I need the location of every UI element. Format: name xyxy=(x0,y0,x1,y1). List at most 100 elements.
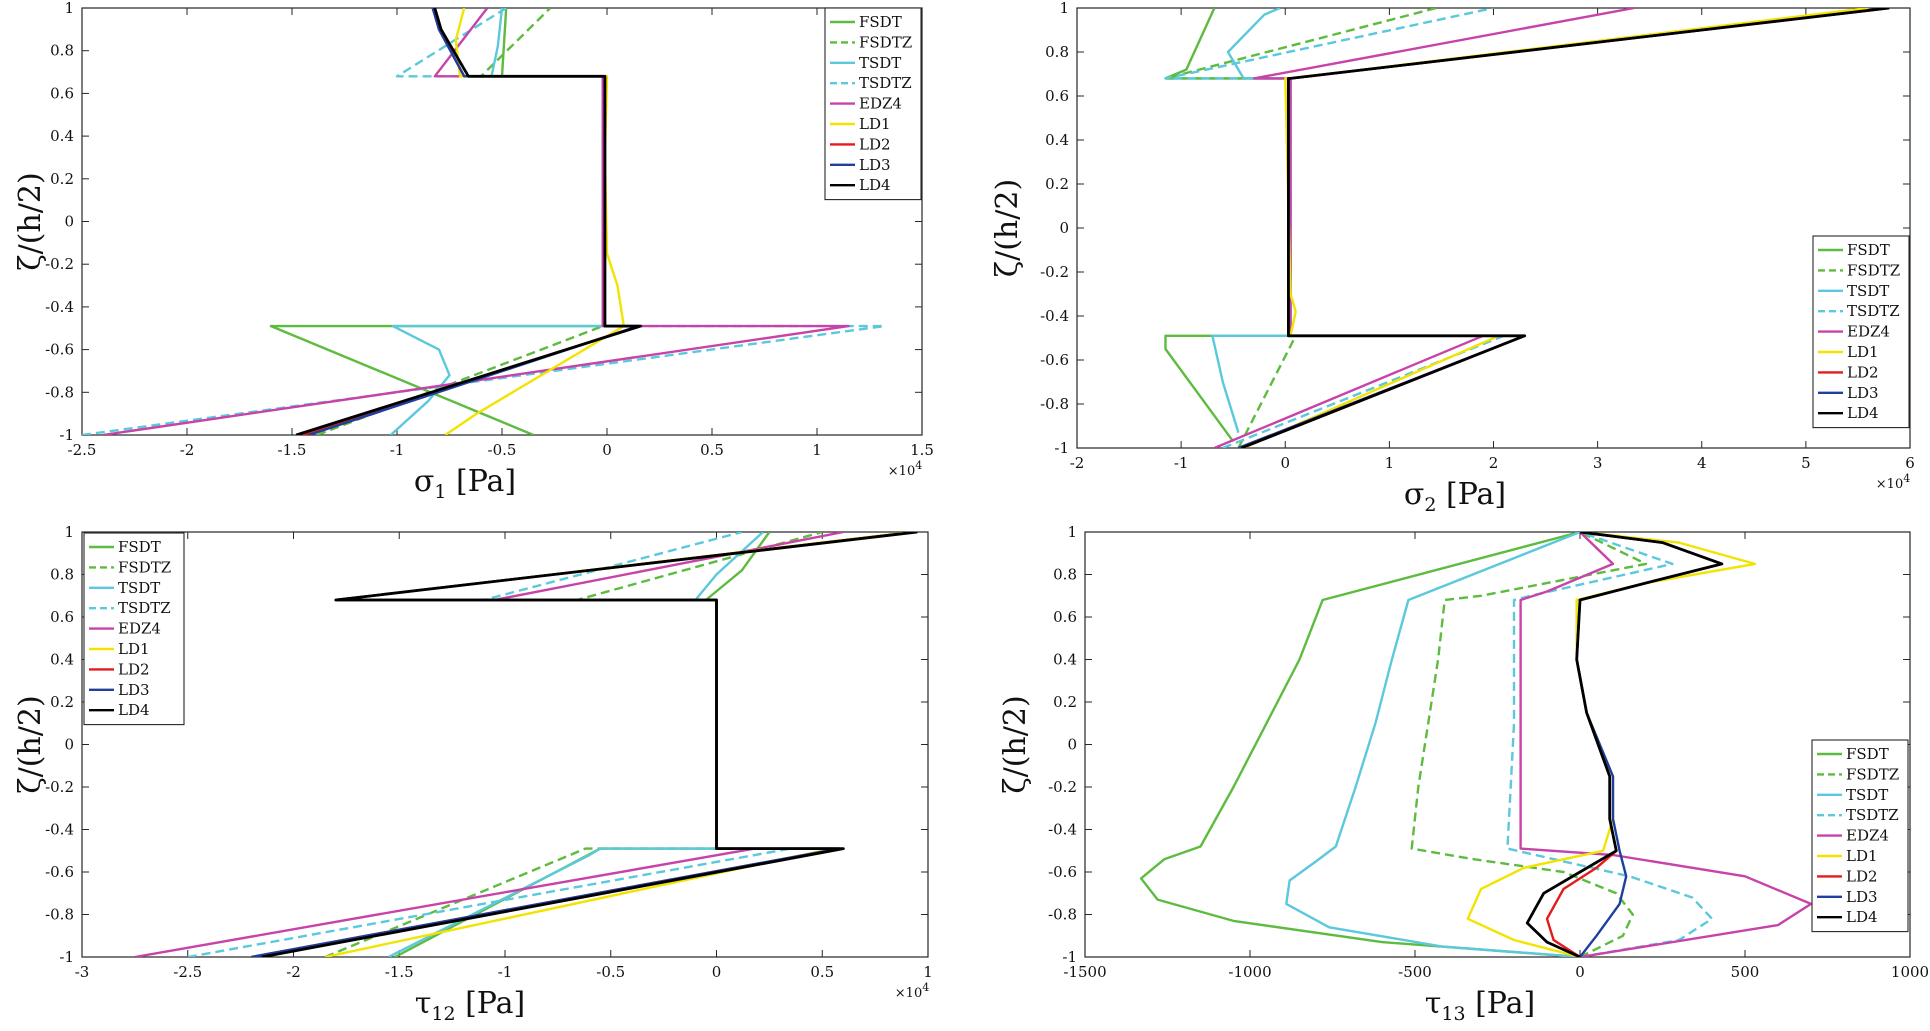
y-tick-label: -1 xyxy=(59,426,74,444)
legend-label-tsdtz: TSDTZ xyxy=(859,74,912,92)
x-tick-label: 0 xyxy=(602,441,612,459)
x-tick-label: -1 xyxy=(498,963,513,981)
y-tick-label: 0.4 xyxy=(50,127,74,145)
y-tick-label: 1 xyxy=(1067,523,1077,541)
series-line-fsdtz xyxy=(1410,532,1648,957)
y-tick-label: 1 xyxy=(64,0,74,17)
series-line-edz4 xyxy=(1213,8,1635,448)
legend-label-edz4: EDZ4 xyxy=(1847,323,1890,341)
x-tick-label: -2.5 xyxy=(173,963,202,981)
x-tick-label: 6 xyxy=(1905,454,1915,472)
x-tick-label: -0.5 xyxy=(488,441,517,459)
legend-label-tsdtz: TSDTZ xyxy=(118,599,171,617)
legend-label-fsdtz: FSDTZ xyxy=(1846,765,1899,783)
x-axis-exponent: ×104 xyxy=(888,459,922,479)
y-axis-label: ζ/(h/2) xyxy=(13,695,48,793)
x-tick-label: 0 xyxy=(1280,454,1290,472)
legend-label-ld4: LD4 xyxy=(1847,404,1879,422)
y-tick-label: -0.4 xyxy=(45,821,74,839)
x-tick-label: 0 xyxy=(712,963,722,981)
x-tick-label: -2.5 xyxy=(68,441,97,459)
x-tick-label: 1 xyxy=(812,441,822,459)
y-tick-label: -0.6 xyxy=(1040,351,1069,369)
series-line-edz4 xyxy=(1519,532,1813,957)
legend-label-ld4: LD4 xyxy=(1846,908,1878,926)
x-tick-label: -500 xyxy=(1398,963,1432,981)
y-tick-label: 0.2 xyxy=(1053,693,1077,711)
legend: FSDT FSDTZ TSDT TSDTZ EDZ4 LD1 LD2 LD3 LD4 xyxy=(824,7,922,201)
y-tick-label: -0.2 xyxy=(45,255,74,273)
y-tick-label: 0.4 xyxy=(1053,651,1077,669)
series-line-ld4 xyxy=(1525,532,1724,957)
legend-label-edz4: EDZ4 xyxy=(1846,827,1889,845)
legend: FSDT FSDTZ TSDT TSDTZ EDZ4 LD1 LD2 LD3 LD4 xyxy=(1812,235,1910,429)
legend-label-ld3: LD3 xyxy=(1846,888,1878,906)
legend: FSDT FSDTZ TSDT TSDTZ EDZ4 LD1 LD2 LD3 LD4 xyxy=(1811,739,1909,933)
y-tick-label: 0.2 xyxy=(50,170,74,188)
legend: FSDT FSDTZ TSDT TSDTZ EDZ4 LD1 LD2 LD3 LD4 xyxy=(83,532,185,726)
x-tick-label: -2 xyxy=(1070,454,1085,472)
x-tick-label: 1.5 xyxy=(910,441,934,459)
legend-label-ld2: LD2 xyxy=(1847,363,1879,381)
y-tick-label: -1 xyxy=(1054,439,1069,457)
x-axis-label: τ13 [Pa] xyxy=(1425,986,1535,1025)
x-tick-label: -1 xyxy=(1174,454,1189,472)
y-tick-label: 0.8 xyxy=(1053,566,1077,584)
x-axis-label: τ12 [Pa] xyxy=(415,986,525,1025)
x-tick-label: -1.5 xyxy=(385,963,414,981)
series-line-fsdtz xyxy=(316,8,604,435)
x-tick-label: 500 xyxy=(1731,963,1760,981)
series-line-ld4 xyxy=(261,532,918,957)
legend-label-ld1: LD1 xyxy=(118,640,150,658)
x-tick-label: 2 xyxy=(1489,454,1499,472)
series-line-ld4 xyxy=(1240,8,1890,448)
legend-label-tsdt: TSDT xyxy=(118,579,160,597)
legend-label-fsdtz: FSDTZ xyxy=(859,33,912,51)
legend-label-edz4: EDZ4 xyxy=(859,95,902,113)
legend-label-fsdt: FSDT xyxy=(118,538,161,556)
y-tick-label: -0.8 xyxy=(45,383,74,401)
legend-label-edz4: EDZ4 xyxy=(118,620,161,638)
x-tick-label: -1000 xyxy=(1228,963,1271,981)
chart-tau12: -3 -2.5 -2 -1.5 -1 -0.5 0 0.5 1 -1 -0.8 -0.6 -0.4 -0.… xyxy=(13,523,933,1025)
series-line-tsdt xyxy=(389,8,604,435)
x-tick-label: -1 xyxy=(390,441,405,459)
y-tick-label: 0.2 xyxy=(50,693,74,711)
y-tick-label: 0.6 xyxy=(50,608,74,626)
y-axis-label: ζ/(h/2) xyxy=(13,172,48,270)
plot-area xyxy=(81,531,929,958)
legend-label-tsdtz: TSDTZ xyxy=(1847,302,1900,320)
series-line-fsdt xyxy=(1139,532,1581,957)
legend-label-ld3: LD3 xyxy=(118,681,150,699)
y-axis-label: ζ/(h/2) xyxy=(998,695,1033,793)
x-tick-label: 1000 xyxy=(1891,963,1929,981)
y-tick-label: -0.6 xyxy=(45,341,74,359)
y-tick-label: -0.6 xyxy=(1048,863,1077,881)
series-line-tsdtz xyxy=(82,8,886,435)
x-tick-label: 0.5 xyxy=(810,963,834,981)
y-tick-label: 0.4 xyxy=(1045,131,1069,149)
y-tick-label: 0.4 xyxy=(50,651,74,669)
y-tick-label: -0.2 xyxy=(1040,263,1069,281)
y-tick-label: 0.6 xyxy=(1053,608,1077,626)
legend-label-ld3: LD3 xyxy=(1847,384,1879,402)
legend-label-ld2: LD2 xyxy=(1846,867,1878,885)
legend-label-fsdt: FSDT xyxy=(859,13,902,31)
ticks: -1500 -1000 -500 0 500 1000 -1 -0.8 -0.6 -0.4 -0.2… xyxy=(1048,523,1929,981)
legend-label-ld1: LD1 xyxy=(1847,343,1879,361)
x-tick-label: -1.5 xyxy=(278,441,307,459)
x-tick-label: -1500 xyxy=(1063,963,1106,981)
x-tick-label: 1 xyxy=(923,963,933,981)
x-tick-label: -2 xyxy=(286,963,301,981)
x-axis-label: σ1 [Pa] xyxy=(414,464,516,503)
ticks: -2 -1 0 1 2 3 4 5 6-1-0.8-0.6-0.4-0.200.20.40.60… xyxy=(1040,0,1915,472)
x-axis-exponent: ×104 xyxy=(1876,472,1910,492)
series-line-tsdtz xyxy=(187,532,792,957)
x-tick-label: -3 xyxy=(75,963,90,981)
series-group xyxy=(1139,532,1813,957)
series-line-edz4 xyxy=(102,8,850,435)
legend-label-fsdtz: FSDTZ xyxy=(1847,261,1900,279)
x-tick-label: 5 xyxy=(1801,454,1811,472)
y-tick-label: 1 xyxy=(64,523,74,541)
